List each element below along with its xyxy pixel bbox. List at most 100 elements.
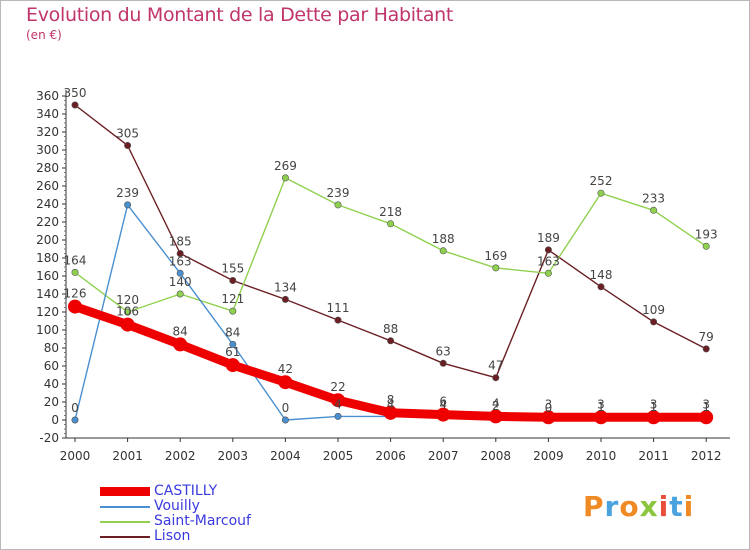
data-point-lison bbox=[124, 142, 132, 150]
data-label-saint-marcouf: 233 bbox=[642, 191, 665, 205]
data-point-lison bbox=[229, 276, 237, 284]
data-label-vouilly: 0 bbox=[545, 401, 553, 415]
data-point-lison bbox=[544, 246, 552, 254]
data-point-castilly bbox=[278, 375, 293, 390]
x-tick-label: 2007 bbox=[428, 449, 459, 463]
data-point-saint-marcouf bbox=[387, 220, 395, 228]
data-label-vouilly: 0 bbox=[282, 401, 290, 415]
legend-swatch-vouilly bbox=[100, 506, 150, 508]
x-tick-label: 2000 bbox=[60, 449, 91, 463]
data-point-vouilly bbox=[176, 269, 184, 277]
data-label-castilly: 126 bbox=[64, 287, 87, 301]
data-label-vouilly: 84 bbox=[225, 325, 240, 339]
data-label-castilly: 42 bbox=[278, 362, 293, 376]
data-point-saint-marcouf bbox=[334, 201, 342, 209]
logo-letter: r bbox=[604, 490, 620, 523]
data-point-saint-marcouf bbox=[176, 290, 184, 298]
y-tick-label: 60 bbox=[44, 359, 59, 373]
data-label-vouilly: 239 bbox=[116, 186, 139, 200]
data-point-saint-marcouf bbox=[281, 174, 289, 182]
data-point-castilly bbox=[646, 410, 661, 425]
x-tick-label: 2002 bbox=[165, 449, 196, 463]
data-label-vouilly: 1 bbox=[650, 400, 658, 414]
data-label-vouilly: 0 bbox=[71, 401, 79, 415]
data-label-lison: 47 bbox=[488, 359, 503, 373]
y-tick-label: 40 bbox=[44, 377, 59, 391]
legend-swatch-castilly bbox=[100, 487, 150, 496]
data-label-saint-marcouf: 269 bbox=[274, 159, 297, 173]
data-label-vouilly: 4 bbox=[334, 397, 342, 411]
data-label-lison: 185 bbox=[169, 235, 192, 249]
proxiti-logo: Proxiti bbox=[583, 490, 694, 523]
data-point-lison bbox=[492, 374, 500, 382]
y-tick-label: 280 bbox=[36, 161, 59, 175]
data-point-castilly bbox=[173, 337, 188, 352]
axes: -200204060801001201401601802002202402602… bbox=[36, 89, 730, 463]
data-point-vouilly bbox=[281, 416, 289, 424]
legend-label: Vouilly bbox=[154, 498, 200, 514]
x-tick-label: 2009 bbox=[533, 449, 564, 463]
legend-label: Saint-Marcouf bbox=[154, 513, 251, 529]
data-point-saint-marcouf bbox=[71, 268, 79, 276]
logo-letter: x bbox=[639, 490, 659, 523]
y-tick-label: 360 bbox=[36, 89, 59, 103]
data-point-castilly bbox=[120, 317, 135, 332]
data-label-castilly: 22 bbox=[330, 380, 345, 394]
x-tick-label: 2010 bbox=[586, 449, 617, 463]
data-label-lison: 88 bbox=[383, 322, 398, 336]
data-label-saint-marcouf: 188 bbox=[432, 232, 455, 246]
data-label-castilly: 61 bbox=[225, 345, 240, 359]
x-tick-label: 2005 bbox=[323, 449, 354, 463]
data-label-castilly: 3 bbox=[597, 397, 605, 411]
x-tick-label: 2001 bbox=[112, 449, 143, 463]
data-label-saint-marcouf: 169 bbox=[484, 249, 507, 263]
data-label-lison: 134 bbox=[274, 280, 297, 294]
y-tick-label: 220 bbox=[36, 215, 59, 229]
data-label-castilly: 3 bbox=[650, 397, 658, 411]
data-point-castilly bbox=[436, 407, 451, 422]
data-point-saint-marcouf bbox=[544, 269, 552, 277]
y-tick-label: 320 bbox=[36, 125, 59, 139]
data-point-saint-marcouf bbox=[229, 307, 237, 315]
data-label-castilly: 8 bbox=[387, 393, 395, 407]
data-label-lison: 155 bbox=[221, 262, 244, 276]
data-label-lison: 305 bbox=[116, 127, 139, 141]
y-tick-label: 200 bbox=[36, 233, 59, 247]
legend-swatch-lison bbox=[100, 536, 150, 538]
data-label-castilly: 106 bbox=[116, 305, 139, 319]
data-label-lison: 189 bbox=[537, 231, 560, 245]
data-point-lison bbox=[387, 337, 395, 345]
x-tick-label: 2003 bbox=[218, 449, 249, 463]
y-tick-label: 260 bbox=[36, 179, 59, 193]
data-label-lison: 109 bbox=[642, 303, 665, 317]
data-label-castilly: 6 bbox=[439, 395, 447, 409]
data-label-saint-marcouf: 252 bbox=[590, 174, 613, 188]
y-tick-label: 240 bbox=[36, 197, 59, 211]
y-tick-label: 300 bbox=[36, 143, 59, 157]
data-label-saint-marcouf: 164 bbox=[64, 253, 87, 267]
x-tick-label: 2012 bbox=[691, 449, 722, 463]
y-unit-label: (en €) bbox=[26, 28, 62, 42]
data-point-saint-marcouf bbox=[650, 206, 658, 214]
data-point-lison bbox=[702, 345, 710, 353]
logo-letter: i bbox=[658, 490, 670, 523]
data-point-lison bbox=[439, 359, 447, 367]
series-layer bbox=[68, 101, 714, 425]
data-label-saint-marcouf: 120 bbox=[116, 293, 139, 307]
data-point-castilly bbox=[383, 405, 398, 420]
data-label-vouilly: 1 bbox=[597, 400, 605, 414]
data-point-saint-marcouf bbox=[124, 308, 132, 316]
data-point-saint-marcouf bbox=[702, 242, 710, 250]
data-label-saint-marcouf: 140 bbox=[169, 275, 192, 289]
data-label-vouilly: 163 bbox=[169, 254, 192, 268]
y-tick-label: 340 bbox=[36, 107, 59, 121]
data-point-lison bbox=[597, 283, 605, 291]
y-tick-label: 80 bbox=[44, 341, 59, 355]
data-label-castilly: 3 bbox=[545, 397, 553, 411]
chart-title: Evolution du Montant de la Dette par Hab… bbox=[26, 4, 454, 26]
data-labels: 3503051851551341118863471891481097916412… bbox=[64, 86, 718, 415]
y-tick-label: 20 bbox=[44, 395, 59, 409]
legend-label: CASTILLY bbox=[154, 483, 218, 499]
